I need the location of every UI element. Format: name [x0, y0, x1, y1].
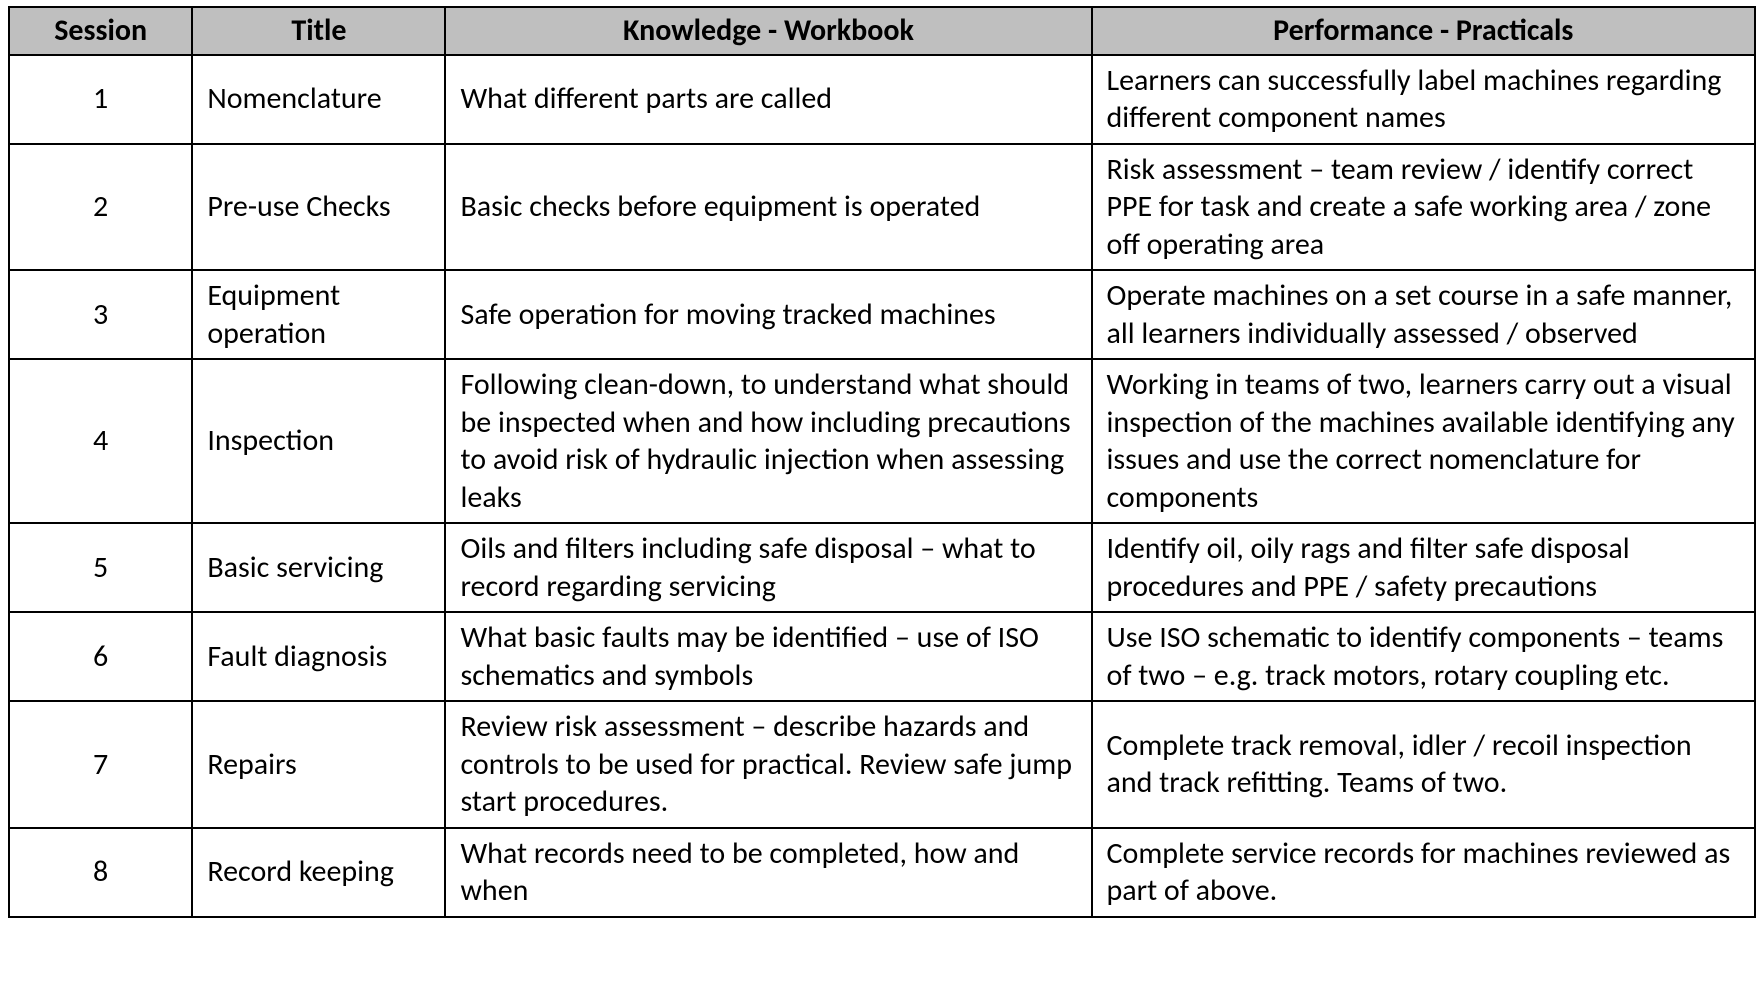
cell-knowledge: What different parts are called [445, 55, 1091, 144]
cell-performance: Complete track removal, idler / recoil i… [1092, 701, 1756, 828]
table-row: 1 Nomenclature What different parts are … [9, 55, 1755, 144]
cell-performance: Identify oil, oily rags and filter safe … [1092, 523, 1756, 612]
cell-knowledge: What records need to be completed, how a… [445, 828, 1091, 917]
cell-session: 1 [9, 55, 192, 144]
cell-session: 3 [9, 270, 192, 359]
table-row: 6 Fault diagnosis What basic faults may … [9, 612, 1755, 701]
cell-session: 5 [9, 523, 192, 612]
cell-knowledge: What basic faults may be identified – us… [445, 612, 1091, 701]
table-header: Session Title Knowledge - Workbook Perfo… [9, 7, 1755, 55]
cell-title: Repairs [192, 701, 445, 828]
table-row: 5 Basic servicing Oils and filters inclu… [9, 523, 1755, 612]
table-row: 2 Pre-use Checks Basic checks before equ… [9, 144, 1755, 271]
cell-session: 2 [9, 144, 192, 271]
col-header-knowledge: Knowledge - Workbook [445, 7, 1091, 55]
cell-title: Inspection [192, 359, 445, 523]
cell-session: 6 [9, 612, 192, 701]
table-row: 7 Repairs Review risk assessment – descr… [9, 701, 1755, 828]
cell-title: Equipment operation [192, 270, 445, 359]
cell-performance: Use ISO schematic to identify components… [1092, 612, 1756, 701]
table-body: 1 Nomenclature What different parts are … [9, 55, 1755, 917]
cell-session: 8 [9, 828, 192, 917]
cell-performance: Complete service records for machines re… [1092, 828, 1756, 917]
cell-knowledge: Following clean-down, to understand what… [445, 359, 1091, 523]
table-header-row: Session Title Knowledge - Workbook Perfo… [9, 7, 1755, 55]
sessions-table: Session Title Knowledge - Workbook Perfo… [8, 6, 1756, 918]
cell-title: Pre-use Checks [192, 144, 445, 271]
cell-performance: Working in teams of two, learners carry … [1092, 359, 1756, 523]
table-row: 4 Inspection Following clean-down, to un… [9, 359, 1755, 523]
col-header-performance: Performance - Practicals [1092, 7, 1756, 55]
cell-knowledge: Basic checks before equipment is operate… [445, 144, 1091, 271]
table-row: 3 Equipment operation Safe operation for… [9, 270, 1755, 359]
cell-session: 7 [9, 701, 192, 828]
cell-performance: Risk assessment – team review / identify… [1092, 144, 1756, 271]
cell-title: Fault diagnosis [192, 612, 445, 701]
cell-title: Basic servicing [192, 523, 445, 612]
cell-title: Record keeping [192, 828, 445, 917]
cell-knowledge: Review risk assessment – describe hazard… [445, 701, 1091, 828]
page: Session Title Knowledge - Workbook Perfo… [0, 0, 1764, 924]
cell-performance: Learners can successfully label machines… [1092, 55, 1756, 144]
cell-title: Nomenclature [192, 55, 445, 144]
cell-knowledge: Safe operation for moving tracked machin… [445, 270, 1091, 359]
cell-session: 4 [9, 359, 192, 523]
col-header-session: Session [9, 7, 192, 55]
table-row: 8 Record keeping What records need to be… [9, 828, 1755, 917]
col-header-title: Title [192, 7, 445, 55]
cell-knowledge: Oils and filters including safe disposal… [445, 523, 1091, 612]
cell-performance: Operate machines on a set course in a sa… [1092, 270, 1756, 359]
